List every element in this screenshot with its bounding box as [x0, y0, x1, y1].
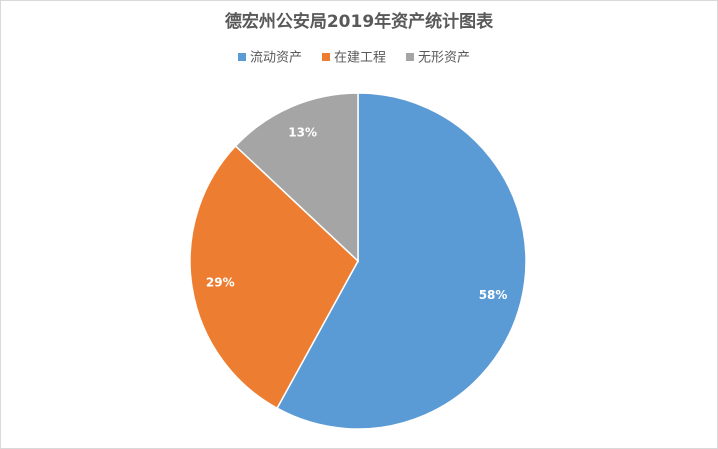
legend-swatch: [238, 53, 246, 61]
legend-label: 流动资产: [250, 51, 302, 66]
legend-label: 无形资产: [418, 51, 470, 66]
chart-title: 德宏州公安局2019年资产统计图表: [225, 11, 494, 32]
pie-slice: [189, 144, 359, 410]
pie-slice: [234, 92, 359, 263]
legend-swatch: [322, 53, 330, 61]
data-label: 58%: [479, 288, 508, 302]
legend-label: 在建工程: [334, 51, 386, 66]
data-label: 29%: [206, 275, 235, 289]
legend-swatch: [406, 53, 414, 61]
data-label: 13%: [288, 126, 317, 140]
pie-slice: [276, 92, 527, 430]
